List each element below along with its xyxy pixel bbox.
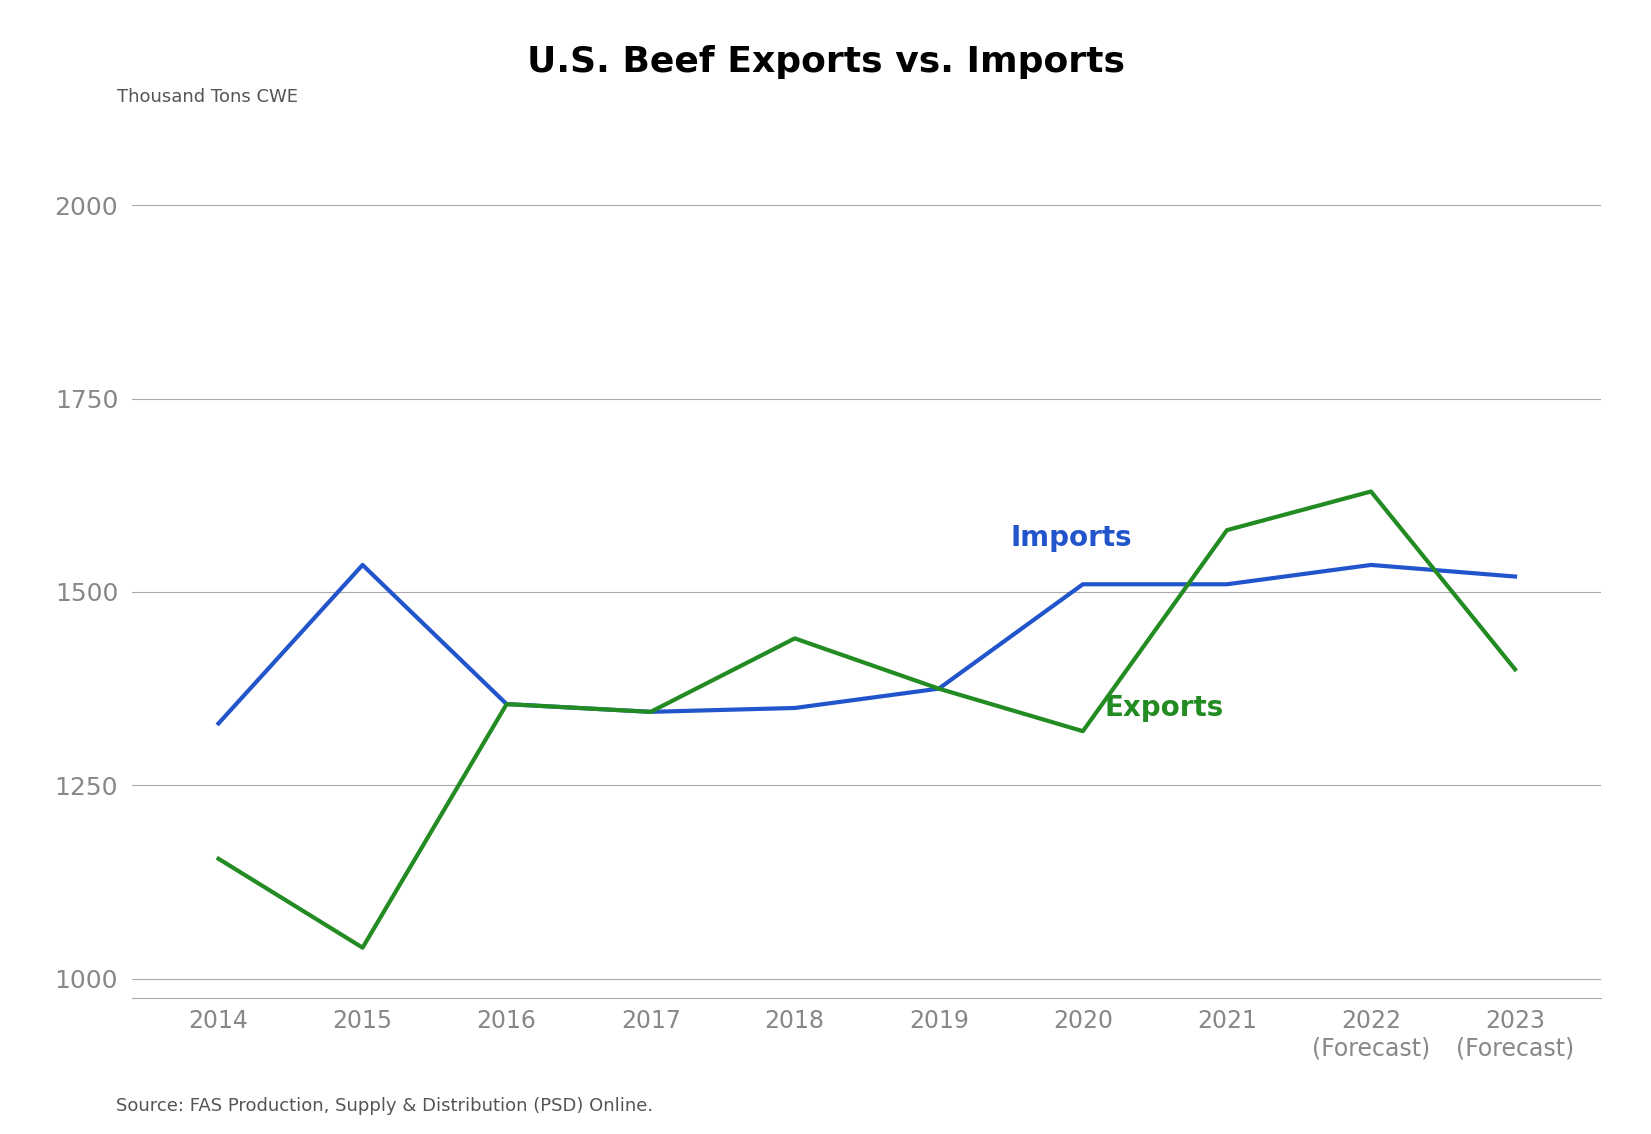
Text: U.S. Beef Exports vs. Imports: U.S. Beef Exports vs. Imports bbox=[527, 45, 1124, 79]
Text: Source: FAS Production, Supply & Distribution (PSD) Online.: Source: FAS Production, Supply & Distrib… bbox=[116, 1098, 652, 1116]
Text: Thousand Tons CWE: Thousand Tons CWE bbox=[117, 88, 299, 105]
Text: Imports: Imports bbox=[1010, 524, 1133, 551]
Text: Exports: Exports bbox=[1105, 694, 1223, 721]
